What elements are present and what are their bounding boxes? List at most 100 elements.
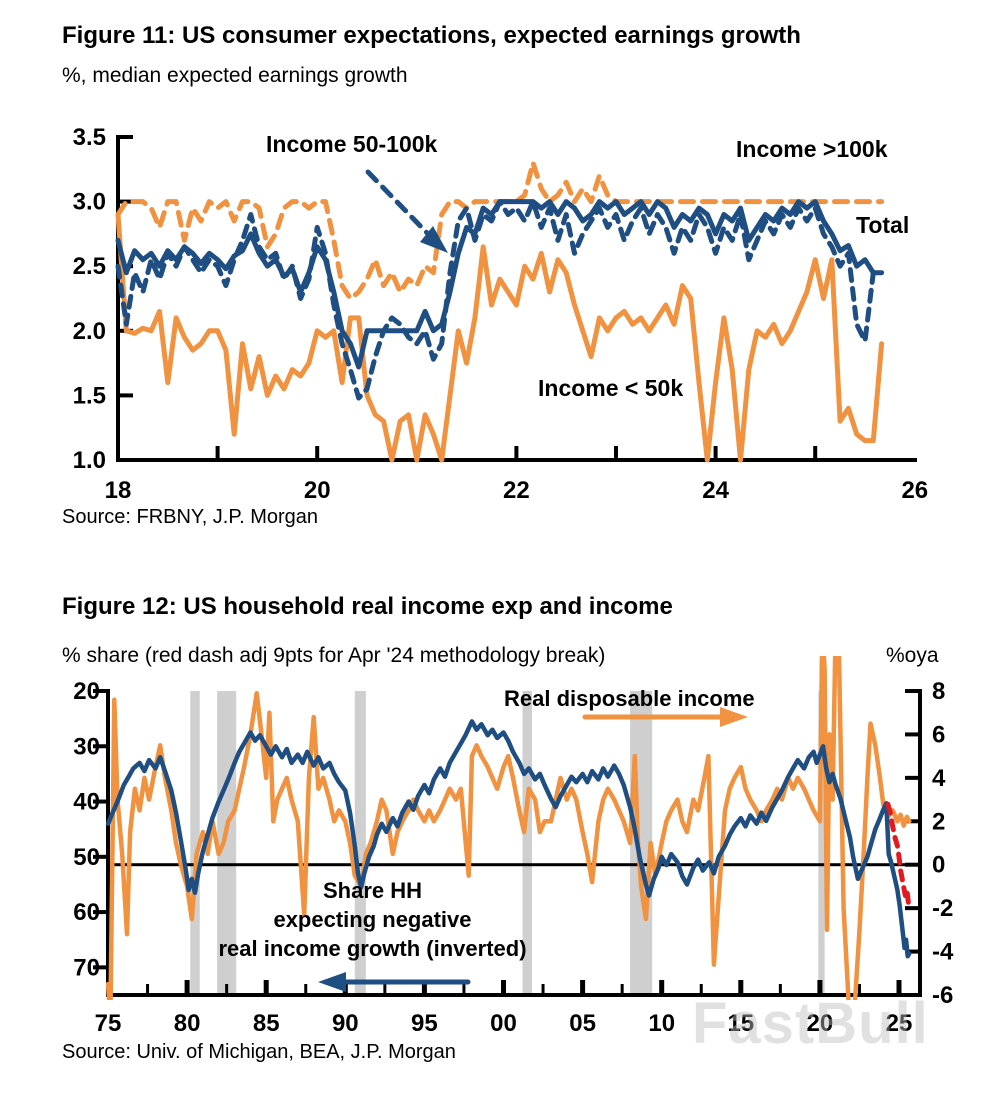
y-tick <box>120 458 133 462</box>
x-tick-label: 20 <box>807 1010 834 1037</box>
x-axis-line <box>106 993 922 997</box>
watermark: FastBull <box>692 991 929 1056</box>
series-share-hh-expecting-negative-real-income--line <box>106 719 912 959</box>
y-tick-label: 1.0 <box>73 447 106 474</box>
right-tick-label: -2 <box>932 895 953 922</box>
figure12-subtitle-left: % share (red dash adj 9pts for Apr '24 m… <box>62 644 606 667</box>
series-group <box>106 656 913 1000</box>
right-tick <box>905 992 918 997</box>
x-tick-label: 15 <box>727 1010 754 1037</box>
y-tick <box>120 393 133 398</box>
x-tick <box>421 980 427 993</box>
right-tick-label: -4 <box>932 939 954 966</box>
x-tick <box>817 980 823 993</box>
x-tick <box>580 980 586 993</box>
x-tick <box>184 980 190 993</box>
right-tick <box>905 775 918 780</box>
right-axis-line <box>918 689 922 997</box>
x-tick-label: 18 <box>105 477 132 504</box>
x-tick <box>813 446 818 458</box>
real-disposable-income-arrow-head <box>720 707 748 727</box>
x-tick <box>501 980 506 993</box>
recession-band <box>522 691 532 995</box>
left-tick <box>93 799 106 804</box>
series-share-hh-adjusted-9pts-for-apr-24-method-line <box>885 801 913 907</box>
x-tick-label: 25 <box>886 1010 913 1037</box>
recession-band <box>354 691 366 995</box>
annotation-total: Total <box>856 212 910 238</box>
x-tick-label: 26 <box>901 477 928 504</box>
x-tick <box>699 984 703 993</box>
x-tick <box>225 984 229 993</box>
series-income-50k-line <box>115 212 885 463</box>
annotation-income-gt100k: Income >100k <box>736 136 888 162</box>
annotation-income-lt50k: Income < 50k <box>538 375 684 401</box>
annotation-real-disposable-income: Real disposable income <box>504 686 755 711</box>
x-tick <box>146 984 150 993</box>
left-tick <box>93 689 106 693</box>
right-tick-label: 0 <box>932 852 945 879</box>
left-tick-label: 40 <box>73 789 100 816</box>
x-tick-label: 95 <box>411 1010 438 1037</box>
zero-line <box>110 863 918 867</box>
x-axis-line <box>116 458 917 462</box>
left-tick <box>93 744 106 749</box>
x-tick <box>659 980 665 993</box>
x-tick <box>620 984 624 993</box>
x-tick-label: 75 <box>95 1010 122 1037</box>
y-tick-label: 3.5 <box>73 124 106 151</box>
left-tick <box>93 854 106 859</box>
x-tick-label: 85 <box>253 1010 280 1037</box>
right-tick-label: 4 <box>932 765 946 792</box>
x-tick <box>383 984 387 993</box>
right-tick <box>905 862 918 867</box>
right-tick-label: 8 <box>932 678 945 705</box>
x-tick <box>215 446 220 458</box>
x-tick-label: 24 <box>702 477 729 504</box>
income-50-100k-arrow-head <box>420 226 448 253</box>
annotation-income-50-100k: Income 50-100k <box>266 131 438 157</box>
figure12-source: Source: Univ. of Michigan, BEA, J.P. Mor… <box>62 1041 456 1063</box>
series-income-50-100k-line <box>115 199 885 401</box>
right-tick-label: 6 <box>932 721 945 748</box>
figure11-source: Source: FRBNY, J.P. Morgan <box>62 506 319 528</box>
series-total-line <box>115 199 885 370</box>
x-tick <box>896 980 902 993</box>
right-tick <box>905 689 918 693</box>
x-tick-label: 90 <box>332 1010 359 1037</box>
x-tick <box>614 446 618 458</box>
x-tick <box>738 980 744 993</box>
left-tick-label: 50 <box>73 844 100 871</box>
series-real-disposable-income-line <box>106 656 912 1000</box>
x-tick-label: 05 <box>569 1010 596 1037</box>
annotation-share-hh: Share HH expecting negative real income … <box>218 878 527 961</box>
figure12-title: Figure 12: US household real income exp … <box>62 593 673 620</box>
x-tick <box>462 984 466 993</box>
x-tick-label: 80 <box>174 1010 201 1037</box>
income-50-100k-arrow-line <box>365 169 435 241</box>
left-tick-label: 60 <box>73 899 100 926</box>
x-tick <box>514 446 519 458</box>
figure11-title: Figure 11: US consumer expectations, exp… <box>62 22 801 49</box>
share-hh-arrow-head <box>318 972 346 992</box>
x-tick <box>263 980 269 993</box>
x-tick <box>778 984 782 993</box>
x-tick <box>713 446 718 458</box>
series-group <box>115 160 885 463</box>
figure11-plot: 3.5 3.0 2.5 2.0 1.5 1.0 18 20 22 24 26 <box>73 124 929 504</box>
y-tick-label: 1.5 <box>73 382 106 409</box>
right-tick <box>905 906 918 911</box>
y-tick-label: 3.0 <box>73 189 106 216</box>
x-tick <box>315 446 320 458</box>
x-tick-label: 20 <box>304 477 331 504</box>
y-tick <box>120 135 133 139</box>
y-tick-label: 2.5 <box>73 253 106 280</box>
right-tick-label: 2 <box>932 808 945 835</box>
left-tick <box>93 965 106 970</box>
figure11-subtitle: %, median expected earnings growth <box>62 64 408 87</box>
y-tick-label: 2.0 <box>73 318 106 345</box>
right-tick <box>905 949 918 954</box>
